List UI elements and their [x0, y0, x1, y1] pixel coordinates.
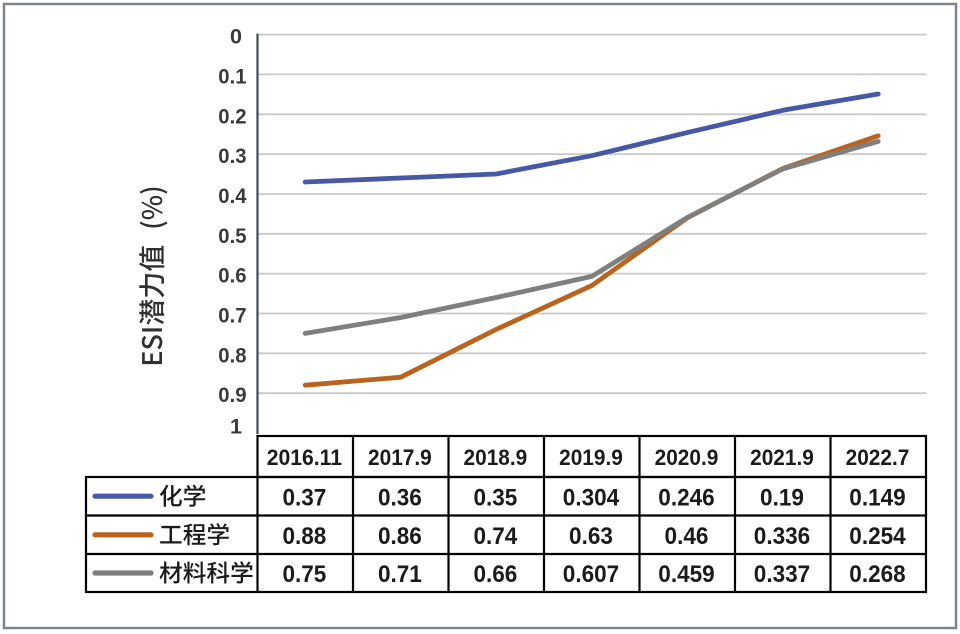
svg-text:2020.9: 2020.9	[655, 445, 719, 470]
svg-text:2016.11: 2016.11	[267, 445, 342, 470]
svg-text:0.86: 0.86	[378, 523, 422, 550]
svg-text:0.4: 0.4	[218, 184, 246, 208]
svg-text:0.459: 0.459	[658, 561, 714, 588]
svg-text:0.336: 0.336	[754, 523, 810, 550]
svg-text:0.607: 0.607	[563, 561, 619, 588]
svg-text:0.35: 0.35	[473, 484, 517, 511]
svg-text:0.8: 0.8	[218, 343, 246, 367]
svg-text:0.5: 0.5	[218, 224, 246, 248]
svg-text:0.9: 0.9	[218, 383, 246, 407]
svg-text:2019.9: 2019.9	[559, 445, 623, 470]
svg-text:2021.9: 2021.9	[750, 445, 814, 470]
svg-text:0.149: 0.149	[849, 484, 905, 511]
svg-text:0.66: 0.66	[473, 561, 517, 588]
svg-text:0.2: 0.2	[218, 104, 246, 128]
svg-text:0.304: 0.304	[563, 484, 620, 511]
svg-text:0.254: 0.254	[849, 523, 906, 550]
svg-text:0.268: 0.268	[849, 561, 905, 588]
svg-text:0.36: 0.36	[378, 484, 422, 511]
svg-text:0.1: 0.1	[218, 64, 246, 88]
svg-text:2017.9: 2017.9	[368, 445, 432, 470]
svg-text:0.6: 0.6	[218, 264, 246, 288]
svg-text:2018.9: 2018.9	[464, 445, 528, 470]
svg-text:0.71: 0.71	[378, 561, 422, 588]
svg-text:1: 1	[230, 415, 242, 439]
svg-text:0.7: 0.7	[218, 304, 246, 328]
svg-text:0.75: 0.75	[282, 561, 326, 588]
svg-text:2022.7: 2022.7	[846, 445, 910, 470]
svg-text:0.246: 0.246	[658, 484, 714, 511]
svg-text:0.337: 0.337	[754, 561, 810, 588]
svg-text:0.46: 0.46	[665, 523, 709, 550]
svg-text:0: 0	[230, 25, 242, 49]
svg-text:0.19: 0.19	[760, 484, 804, 511]
svg-text:0.63: 0.63	[569, 523, 613, 550]
svg-text:0.74: 0.74	[473, 523, 518, 550]
svg-text:0.3: 0.3	[218, 144, 246, 168]
svg-text:0.88: 0.88	[282, 523, 326, 550]
svg-text:0.37: 0.37	[282, 484, 326, 511]
